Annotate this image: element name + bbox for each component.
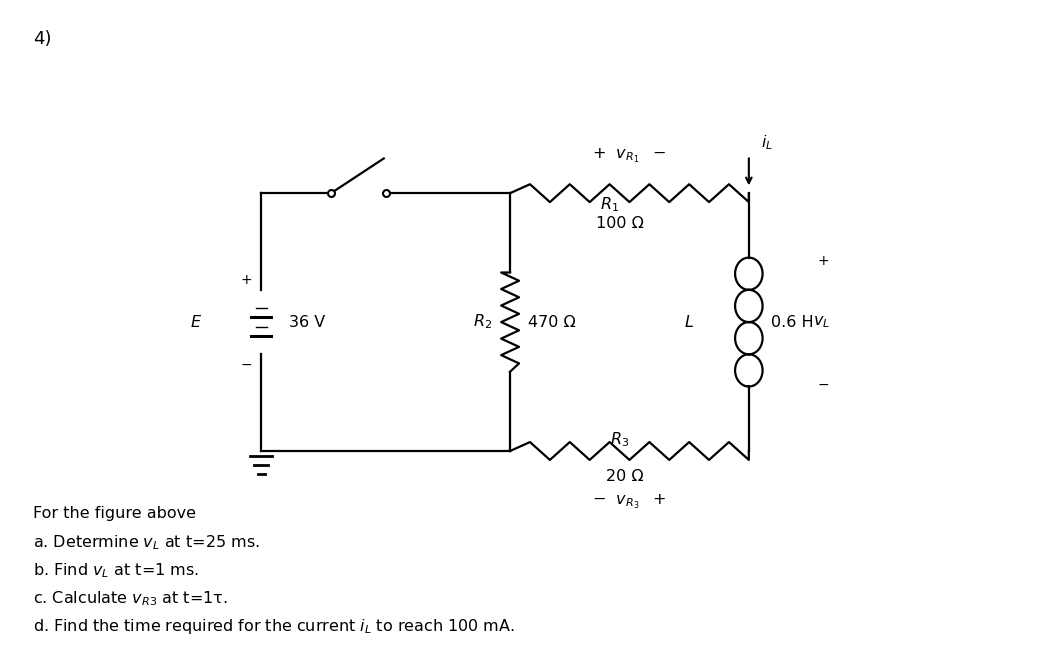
Text: $R_1$: $R_1$ [600, 195, 619, 214]
Text: $+\ \ v_{R_1}\ \ -$: $+\ \ v_{R_1}\ \ -$ [592, 147, 667, 166]
Text: $i_L$: $i_L$ [761, 133, 773, 152]
Text: +: + [241, 273, 253, 287]
Text: b. Find $v_L$ at t=1 ms.: b. Find $v_L$ at t=1 ms. [33, 561, 199, 580]
Text: c. Calculate $v_{R3}$ at t=1τ.: c. Calculate $v_{R3}$ at t=1τ. [33, 589, 227, 608]
Text: $R_2$: $R_2$ [474, 312, 493, 332]
Text: d. Find the time required for the current $i_L$ to reach 100 mA.: d. Find the time required for the curren… [33, 616, 515, 636]
Text: $E$: $E$ [189, 314, 202, 330]
Text: 36 V: 36 V [290, 314, 326, 330]
Text: $-$: $-$ [240, 357, 253, 371]
Text: $R_3$: $R_3$ [610, 430, 629, 449]
Text: 470 Ω: 470 Ω [528, 314, 576, 330]
Text: $-$: $-$ [817, 377, 830, 391]
Text: $-\ \ v_{R_3}\ \ +$: $-\ \ v_{R_3}\ \ +$ [592, 493, 667, 511]
Text: +: + [818, 254, 830, 267]
Text: $L$: $L$ [684, 314, 694, 330]
Text: 20 Ω: 20 Ω [606, 469, 644, 484]
Text: $v_L$: $v_L$ [814, 314, 831, 330]
Text: a. Determine $v_L$ at t=25 ms.: a. Determine $v_L$ at t=25 ms. [33, 534, 259, 552]
Text: 100 Ω: 100 Ω [595, 216, 644, 231]
Text: 4): 4) [33, 30, 51, 48]
Text: 0.6 H: 0.6 H [771, 314, 813, 330]
Text: For the figure above: For the figure above [33, 506, 196, 520]
